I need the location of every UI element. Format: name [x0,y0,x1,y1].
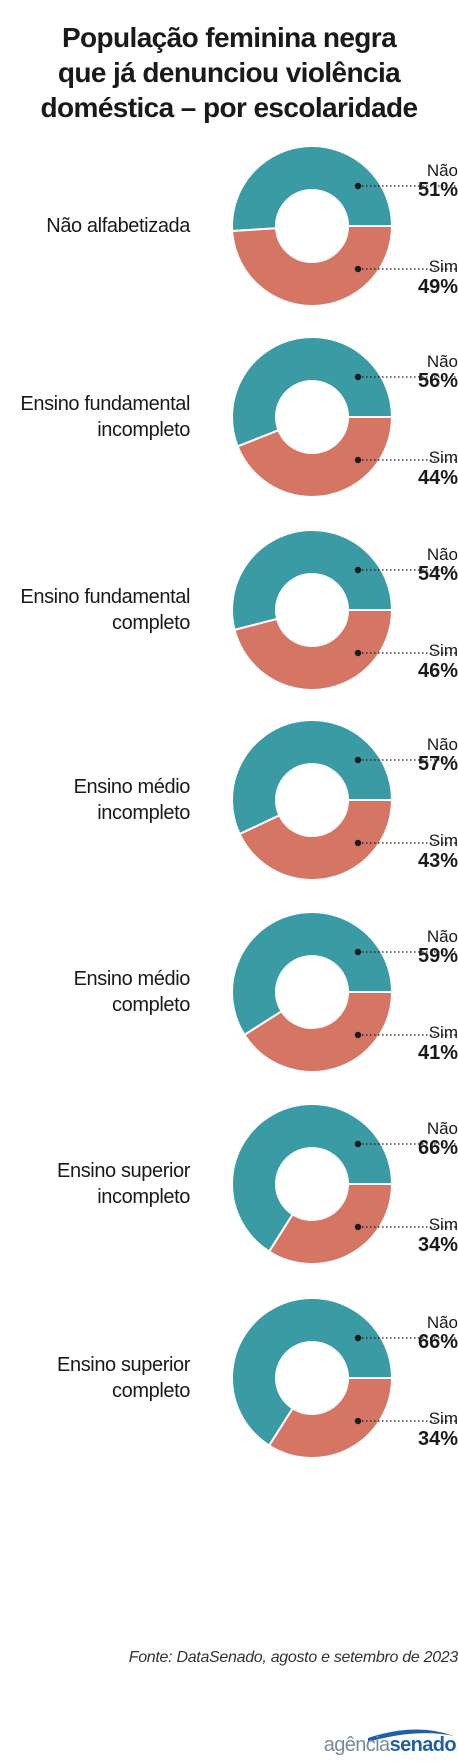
leader-nao-dot [354,373,362,381]
label-sim: Sim [428,641,458,660]
leader-sim-dot [354,839,362,847]
donut-chart-panel [231,912,456,1073]
leader-sim-dot [354,649,362,657]
slice-nao [231,912,394,1037]
value-nao: 59% [417,945,458,967]
value-sim: 34% [417,1234,458,1256]
value-sim: 41% [417,1042,458,1064]
leader-nao-dot [354,1140,362,1148]
donut-chart-panel [231,337,456,498]
value-nao: 54% [417,563,458,585]
category-label: Ensino fundamental completo [0,584,190,636]
slice-nao [231,1104,394,1253]
chart-title-line: População feminina negra [61,22,397,53]
donut-chart-panel [231,146,456,307]
source-note: Fonte: DataSenado, agosto e setembro de … [128,1649,458,1666]
leader-nao-dot [354,1334,362,1342]
donut-chart-panel [231,1104,456,1265]
label-nao: Não [426,545,458,564]
leader-sim-dot [354,1223,362,1231]
donut-chart-panel [231,530,456,691]
slice-nao [231,720,394,836]
slice-nao [231,337,394,448]
label-nao: Não [426,735,458,754]
category-label-line: completo [112,1380,190,1402]
value-nao: 51% [417,179,458,201]
chart-title-line: doméstica – por escolaridade [40,92,419,123]
leader-sim-dot [354,456,362,464]
category-label: Não alfabetizada [0,213,190,239]
logo-text: agênciasenado [323,1734,457,1757]
slice-sim [267,1377,394,1459]
leader-nao-dot [354,756,362,764]
label-sim: Sim [428,257,458,276]
value-sim: 49% [417,276,458,298]
category-label-line: Ensino superior [57,1160,190,1182]
label-sim: Sim [428,1409,458,1428]
label-nao: Não [426,927,458,946]
logo-swoosh-icon [368,1729,454,1742]
leader-sim-dot [354,1417,362,1425]
value-sim: 44% [417,467,458,489]
slice-sim [238,799,394,881]
slice-sim [243,991,394,1073]
slice-nao [231,1298,394,1447]
label-nao: Não [426,1119,458,1138]
label-sim: Sim [428,1215,458,1234]
label-sim: Sim [428,831,458,850]
leader-sim-dot [354,265,362,273]
category-label-line: Ensino médio [73,968,191,990]
category-label: Ensino médio incompleto [0,774,191,826]
slice-nao [231,530,394,632]
category-label-line: completo [112,994,190,1016]
category-label-line: Não alfabetizada [46,215,190,237]
category-label-line: incompleto [97,802,190,824]
label-sim: Sim [428,448,458,467]
category-label-line: incompleto [97,1186,190,1208]
label-nao: Não [426,1313,458,1332]
value-nao: 66% [417,1331,458,1353]
donut-chart-panel [231,720,456,881]
category-label: Ensino médio completo [0,966,191,1018]
chart-title: População feminina negra que já denuncio… [0,20,458,125]
value-nao: 57% [417,753,458,775]
slice-sim [236,416,394,498]
slice-sim [233,609,394,691]
value-nao: 56% [417,370,458,392]
label-sim: Sim [428,1023,458,1042]
donut-chart-panel [231,1298,456,1459]
label-nao: Não [426,352,458,371]
category-label: Ensino superior completo [0,1352,190,1404]
category-label: Ensino fundamental incompleto [0,391,190,443]
slice-sim [267,1183,394,1265]
logo-text-agencia: agência [323,1734,390,1756]
value-nao: 66% [417,1137,458,1159]
slice-nao [231,146,394,233]
chart-title-line: que já denunciou violência [57,57,401,88]
category-label-line: Ensino fundamental [20,393,190,415]
value-sim: 34% [417,1428,458,1450]
leader-nao-dot [354,182,362,190]
category-label-line: incompleto [97,419,190,441]
label-nao: Não [426,161,458,180]
logo-text-senado: senado [389,1734,457,1756]
slice-sim [231,225,394,307]
category-label-line: Ensino médio [73,776,191,798]
category-label: Ensino superior incompleto [0,1158,190,1210]
leader-nao-dot [354,948,362,956]
leader-sim-dot [354,1031,362,1039]
agencia-senado-logo: agênciasenado [256,1726,457,1760]
leader-nao-dot [354,566,362,574]
category-label-line: completo [112,612,190,634]
value-sim: 46% [417,660,458,682]
value-sim: 43% [417,850,458,872]
category-label-line: Ensino fundamental [20,586,190,608]
category-label-line: Ensino superior [57,1354,190,1376]
